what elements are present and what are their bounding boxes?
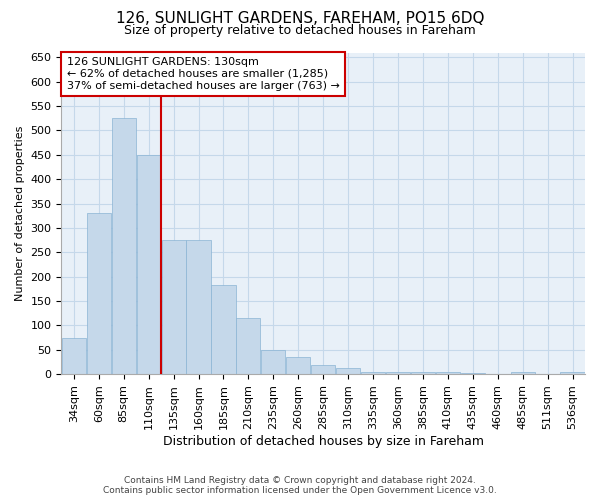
Bar (336, 368, 360, 374)
Bar (511, 372, 535, 374)
Bar (361, 372, 385, 374)
Bar (436, 372, 460, 374)
Bar (560, 372, 584, 374)
Bar (411, 372, 435, 374)
Bar (386, 372, 410, 374)
Text: Contains HM Land Registry data © Crown copyright and database right 2024.: Contains HM Land Registry data © Crown c… (124, 476, 476, 485)
Y-axis label: Number of detached properties: Number of detached properties (15, 126, 25, 301)
Bar (311, 366, 335, 374)
Bar (112, 118, 136, 374)
Bar (161, 240, 185, 374)
Bar (461, 373, 485, 374)
Bar (62, 338, 86, 374)
Bar (187, 240, 211, 374)
Text: 126 SUNLIGHT GARDENS: 130sqm
← 62% of detached houses are smaller (1,285)
37% of: 126 SUNLIGHT GARDENS: 130sqm ← 62% of de… (67, 58, 340, 90)
Bar (286, 357, 310, 374)
Bar (236, 318, 260, 374)
Bar (87, 214, 111, 374)
Bar (137, 155, 161, 374)
Text: Size of property relative to detached houses in Fareham: Size of property relative to detached ho… (124, 24, 476, 37)
Bar (211, 285, 236, 374)
X-axis label: Distribution of detached houses by size in Fareham: Distribution of detached houses by size … (163, 434, 484, 448)
Bar (261, 350, 286, 374)
Text: 126, SUNLIGHT GARDENS, FAREHAM, PO15 6DQ: 126, SUNLIGHT GARDENS, FAREHAM, PO15 6DQ (116, 11, 484, 26)
Text: Contains public sector information licensed under the Open Government Licence v3: Contains public sector information licen… (103, 486, 497, 495)
